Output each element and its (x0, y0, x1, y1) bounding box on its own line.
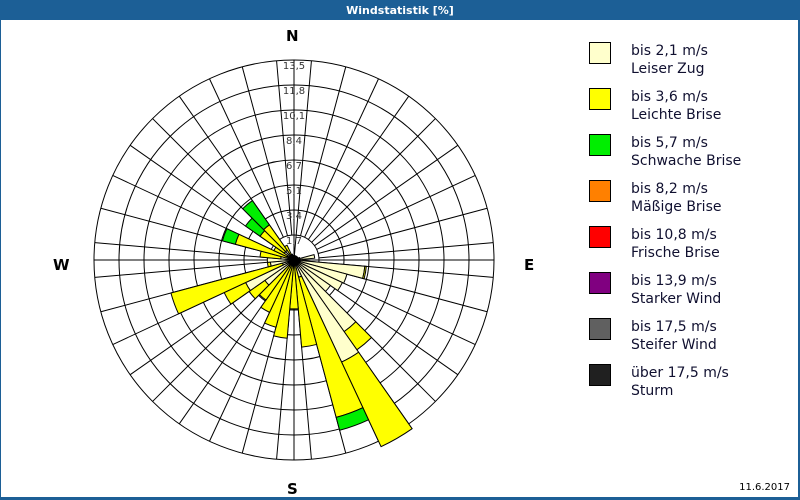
legend-swatch (589, 88, 611, 110)
legend-swatch (589, 318, 611, 340)
legend-item: bis 5,7 m/s Schwache Brise (589, 134, 789, 180)
legend-range: bis 10,8 m/s (631, 227, 717, 243)
legend-swatch (589, 272, 611, 294)
legend-name: Leiser Zug (631, 61, 705, 77)
compass-south-label: S (287, 480, 298, 498)
legend-swatch (589, 364, 611, 386)
ring-label: 11,8 (283, 86, 305, 97)
ring-label: 6,7 (286, 161, 302, 172)
wind-rose-chart: 1,7 3,4 5,1 6,7 8,4 10,1 11,8 13,5 (93, 59, 495, 461)
ring-label: 5,1 (286, 186, 302, 197)
legend-item: bis 2,1 m/s Leiser Zug (589, 42, 789, 88)
legend-range: bis 8,2 m/s (631, 181, 708, 197)
legend-name: Schwache Brise (631, 153, 742, 169)
ring-label: 13,5 (283, 61, 305, 72)
legend-swatch (589, 180, 611, 202)
legend: bis 2,1 m/s Leiser Zug bis 3,6 m/s Leichte… (589, 42, 789, 410)
legend-range: über 17,5 m/s (631, 365, 729, 381)
legend-range: bis 5,7 m/s (631, 135, 708, 151)
legend-name: Steifer Wind (631, 337, 717, 353)
legend-swatch (589, 42, 611, 64)
legend-item: bis 8,2 m/s Mäßige Brise (589, 180, 789, 226)
compass-west-label: W (53, 256, 70, 274)
legend-range: bis 17,5 m/s (631, 319, 717, 335)
legend-swatch (589, 134, 611, 156)
legend-item: bis 17,5 m/s Steifer Wind (589, 318, 789, 364)
legend-item: bis 13,9 m/s Starker Wind (589, 272, 789, 318)
ring-label: 3,4 (286, 211, 302, 222)
legend-range: bis 13,9 m/s (631, 273, 717, 289)
legend-swatch (589, 226, 611, 248)
legend-name: Sturm (631, 383, 674, 399)
legend-item: bis 10,8 m/s Frische Brise (589, 226, 789, 272)
legend-name: Frische Brise (631, 245, 720, 261)
compass-north-label: N (286, 27, 299, 45)
legend-item: bis 3,6 m/s Leichte Brise (589, 88, 789, 134)
legend-name: Mäßige Brise (631, 199, 722, 215)
window-title: Windstatistik [%] (0, 0, 800, 20)
legend-range: bis 2,1 m/s (631, 43, 708, 59)
ring-label: 10,1 (283, 111, 305, 122)
legend-range: bis 3,6 m/s (631, 89, 708, 105)
ring-label: 1,7 (286, 236, 302, 247)
compass-east-label: E (524, 256, 535, 274)
legend-item: über 17,5 m/s Sturm (589, 364, 789, 410)
ring-label: 8,4 (286, 136, 302, 147)
date-label: 11.6.2017 (739, 482, 790, 493)
chart-panel: 1,7 3,4 5,1 6,7 8,4 10,1 11,8 13,5 N E S W bis … (1, 20, 798, 498)
legend-name: Starker Wind (631, 291, 722, 307)
legend-name: Leichte Brise (631, 107, 722, 123)
